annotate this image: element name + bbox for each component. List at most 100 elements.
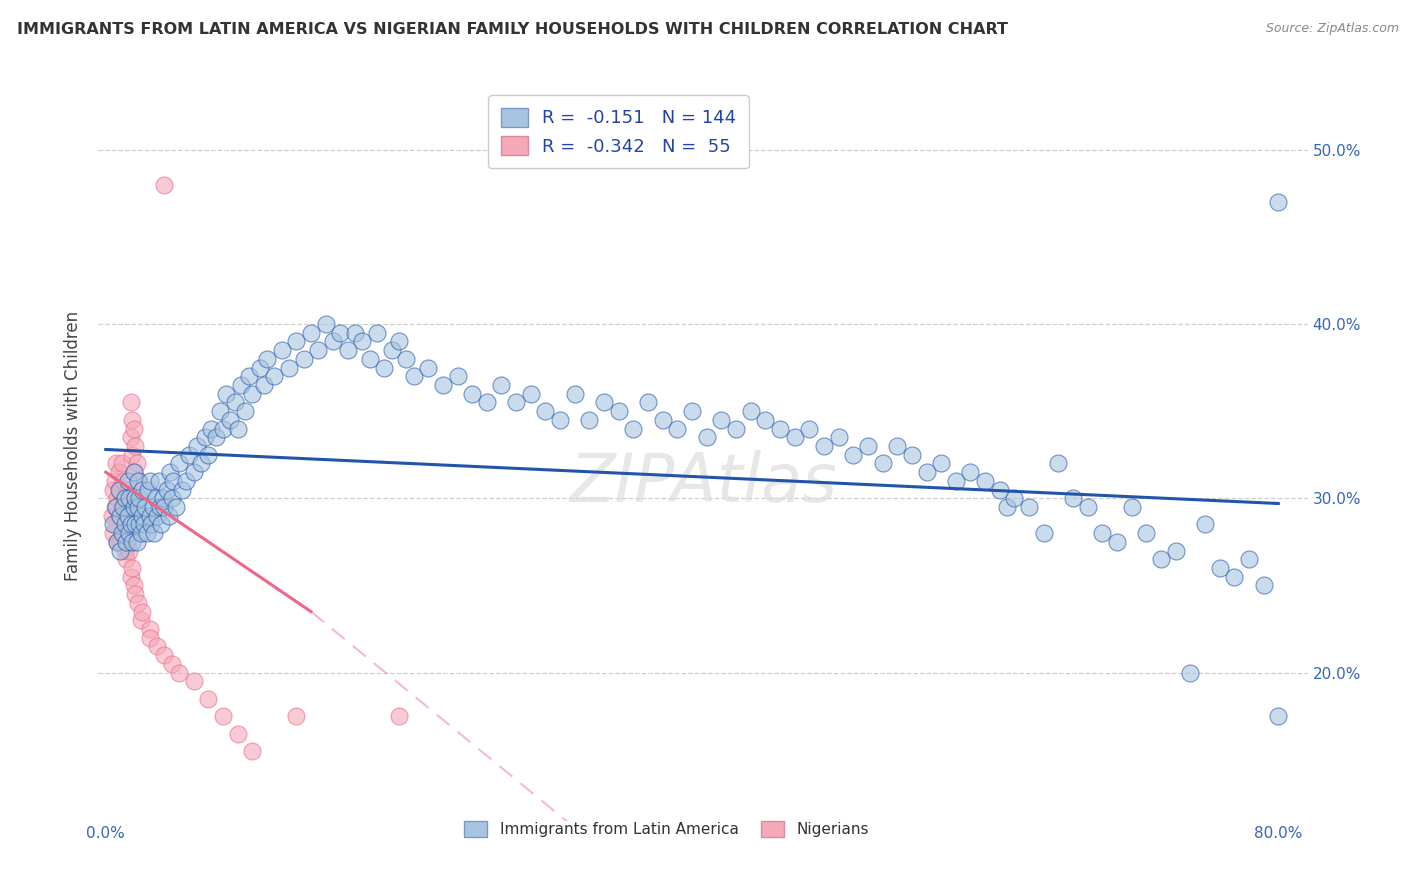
Point bbox=[167, 665, 190, 680]
Point bbox=[1135, 526, 1157, 541]
Point bbox=[607, 404, 630, 418]
Point bbox=[197, 691, 219, 706]
Point bbox=[366, 326, 388, 340]
Point bbox=[395, 351, 418, 366]
Point bbox=[131, 508, 153, 523]
Point bbox=[110, 483, 132, 497]
Point bbox=[112, 500, 135, 514]
Point bbox=[240, 744, 263, 758]
Point bbox=[170, 483, 193, 497]
Point bbox=[108, 465, 131, 479]
Point bbox=[915, 465, 938, 479]
Point bbox=[159, 465, 181, 479]
Point bbox=[162, 474, 184, 488]
Point bbox=[799, 421, 821, 435]
Point bbox=[120, 395, 142, 409]
Point bbox=[229, 378, 252, 392]
Point bbox=[118, 526, 141, 541]
Point bbox=[432, 378, 454, 392]
Point bbox=[215, 386, 238, 401]
Point bbox=[138, 508, 160, 523]
Point bbox=[135, 526, 157, 541]
Point bbox=[224, 395, 246, 409]
Point bbox=[145, 491, 167, 506]
Point bbox=[249, 360, 271, 375]
Point bbox=[315, 317, 337, 331]
Point bbox=[872, 457, 894, 471]
Point bbox=[160, 491, 183, 506]
Point bbox=[117, 483, 139, 497]
Point bbox=[226, 726, 249, 740]
Point bbox=[329, 326, 352, 340]
Point bbox=[107, 491, 129, 506]
Point bbox=[1267, 709, 1289, 723]
Text: IMMIGRANTS FROM LATIN AMERICA VS NIGERIAN FAMILY HOUSEHOLDS WITH CHILDREN CORREL: IMMIGRANTS FROM LATIN AMERICA VS NIGERIA… bbox=[17, 22, 1008, 37]
Point bbox=[292, 351, 315, 366]
Point bbox=[146, 508, 169, 523]
Point bbox=[270, 343, 292, 358]
Point bbox=[285, 709, 308, 723]
Point bbox=[1004, 491, 1026, 506]
Point bbox=[534, 404, 557, 418]
Point bbox=[150, 517, 173, 532]
Point bbox=[696, 430, 718, 444]
Point bbox=[886, 439, 908, 453]
Point bbox=[204, 430, 226, 444]
Point bbox=[131, 605, 153, 619]
Point bbox=[754, 413, 776, 427]
Point bbox=[152, 491, 174, 506]
Point bbox=[121, 413, 143, 427]
Point bbox=[307, 343, 329, 358]
Point bbox=[856, 439, 879, 453]
Point bbox=[127, 474, 149, 488]
Point bbox=[118, 500, 141, 514]
Point bbox=[959, 465, 981, 479]
Point bbox=[219, 413, 242, 427]
Point bbox=[651, 413, 673, 427]
Point bbox=[769, 421, 792, 435]
Point bbox=[995, 500, 1018, 514]
Point bbox=[120, 430, 142, 444]
Point bbox=[256, 351, 278, 366]
Point bbox=[212, 709, 235, 723]
Legend: Immigrants from Latin America, Nigerians: Immigrants from Latin America, Nigerians bbox=[458, 814, 875, 843]
Point bbox=[1077, 500, 1099, 514]
Point bbox=[143, 526, 166, 541]
Point bbox=[197, 448, 219, 462]
Point bbox=[418, 360, 440, 375]
Point bbox=[107, 534, 129, 549]
Point bbox=[110, 534, 132, 549]
Point bbox=[105, 500, 128, 514]
Point bbox=[637, 395, 659, 409]
Point bbox=[132, 517, 155, 532]
Point bbox=[105, 457, 128, 471]
Point bbox=[124, 439, 146, 453]
Point bbox=[1223, 570, 1246, 584]
Point bbox=[110, 508, 132, 523]
Point bbox=[974, 474, 997, 488]
Point bbox=[621, 421, 644, 435]
Point bbox=[1208, 561, 1230, 575]
Point bbox=[1150, 552, 1173, 566]
Point bbox=[336, 343, 359, 358]
Point bbox=[105, 517, 128, 532]
Point bbox=[842, 448, 865, 462]
Point bbox=[114, 517, 136, 532]
Point bbox=[505, 395, 527, 409]
Point bbox=[1032, 526, 1054, 541]
Text: Source: ZipAtlas.com: Source: ZipAtlas.com bbox=[1265, 22, 1399, 36]
Point bbox=[373, 360, 395, 375]
Point bbox=[122, 500, 145, 514]
Point bbox=[176, 474, 198, 488]
Point bbox=[118, 491, 141, 506]
Point bbox=[153, 500, 176, 514]
Point bbox=[138, 631, 160, 645]
Point bbox=[988, 483, 1011, 497]
Point bbox=[666, 421, 689, 435]
Point bbox=[156, 483, 179, 497]
Point bbox=[240, 386, 263, 401]
Point bbox=[103, 500, 125, 514]
Point bbox=[1164, 543, 1187, 558]
Point bbox=[183, 674, 205, 689]
Point bbox=[548, 413, 571, 427]
